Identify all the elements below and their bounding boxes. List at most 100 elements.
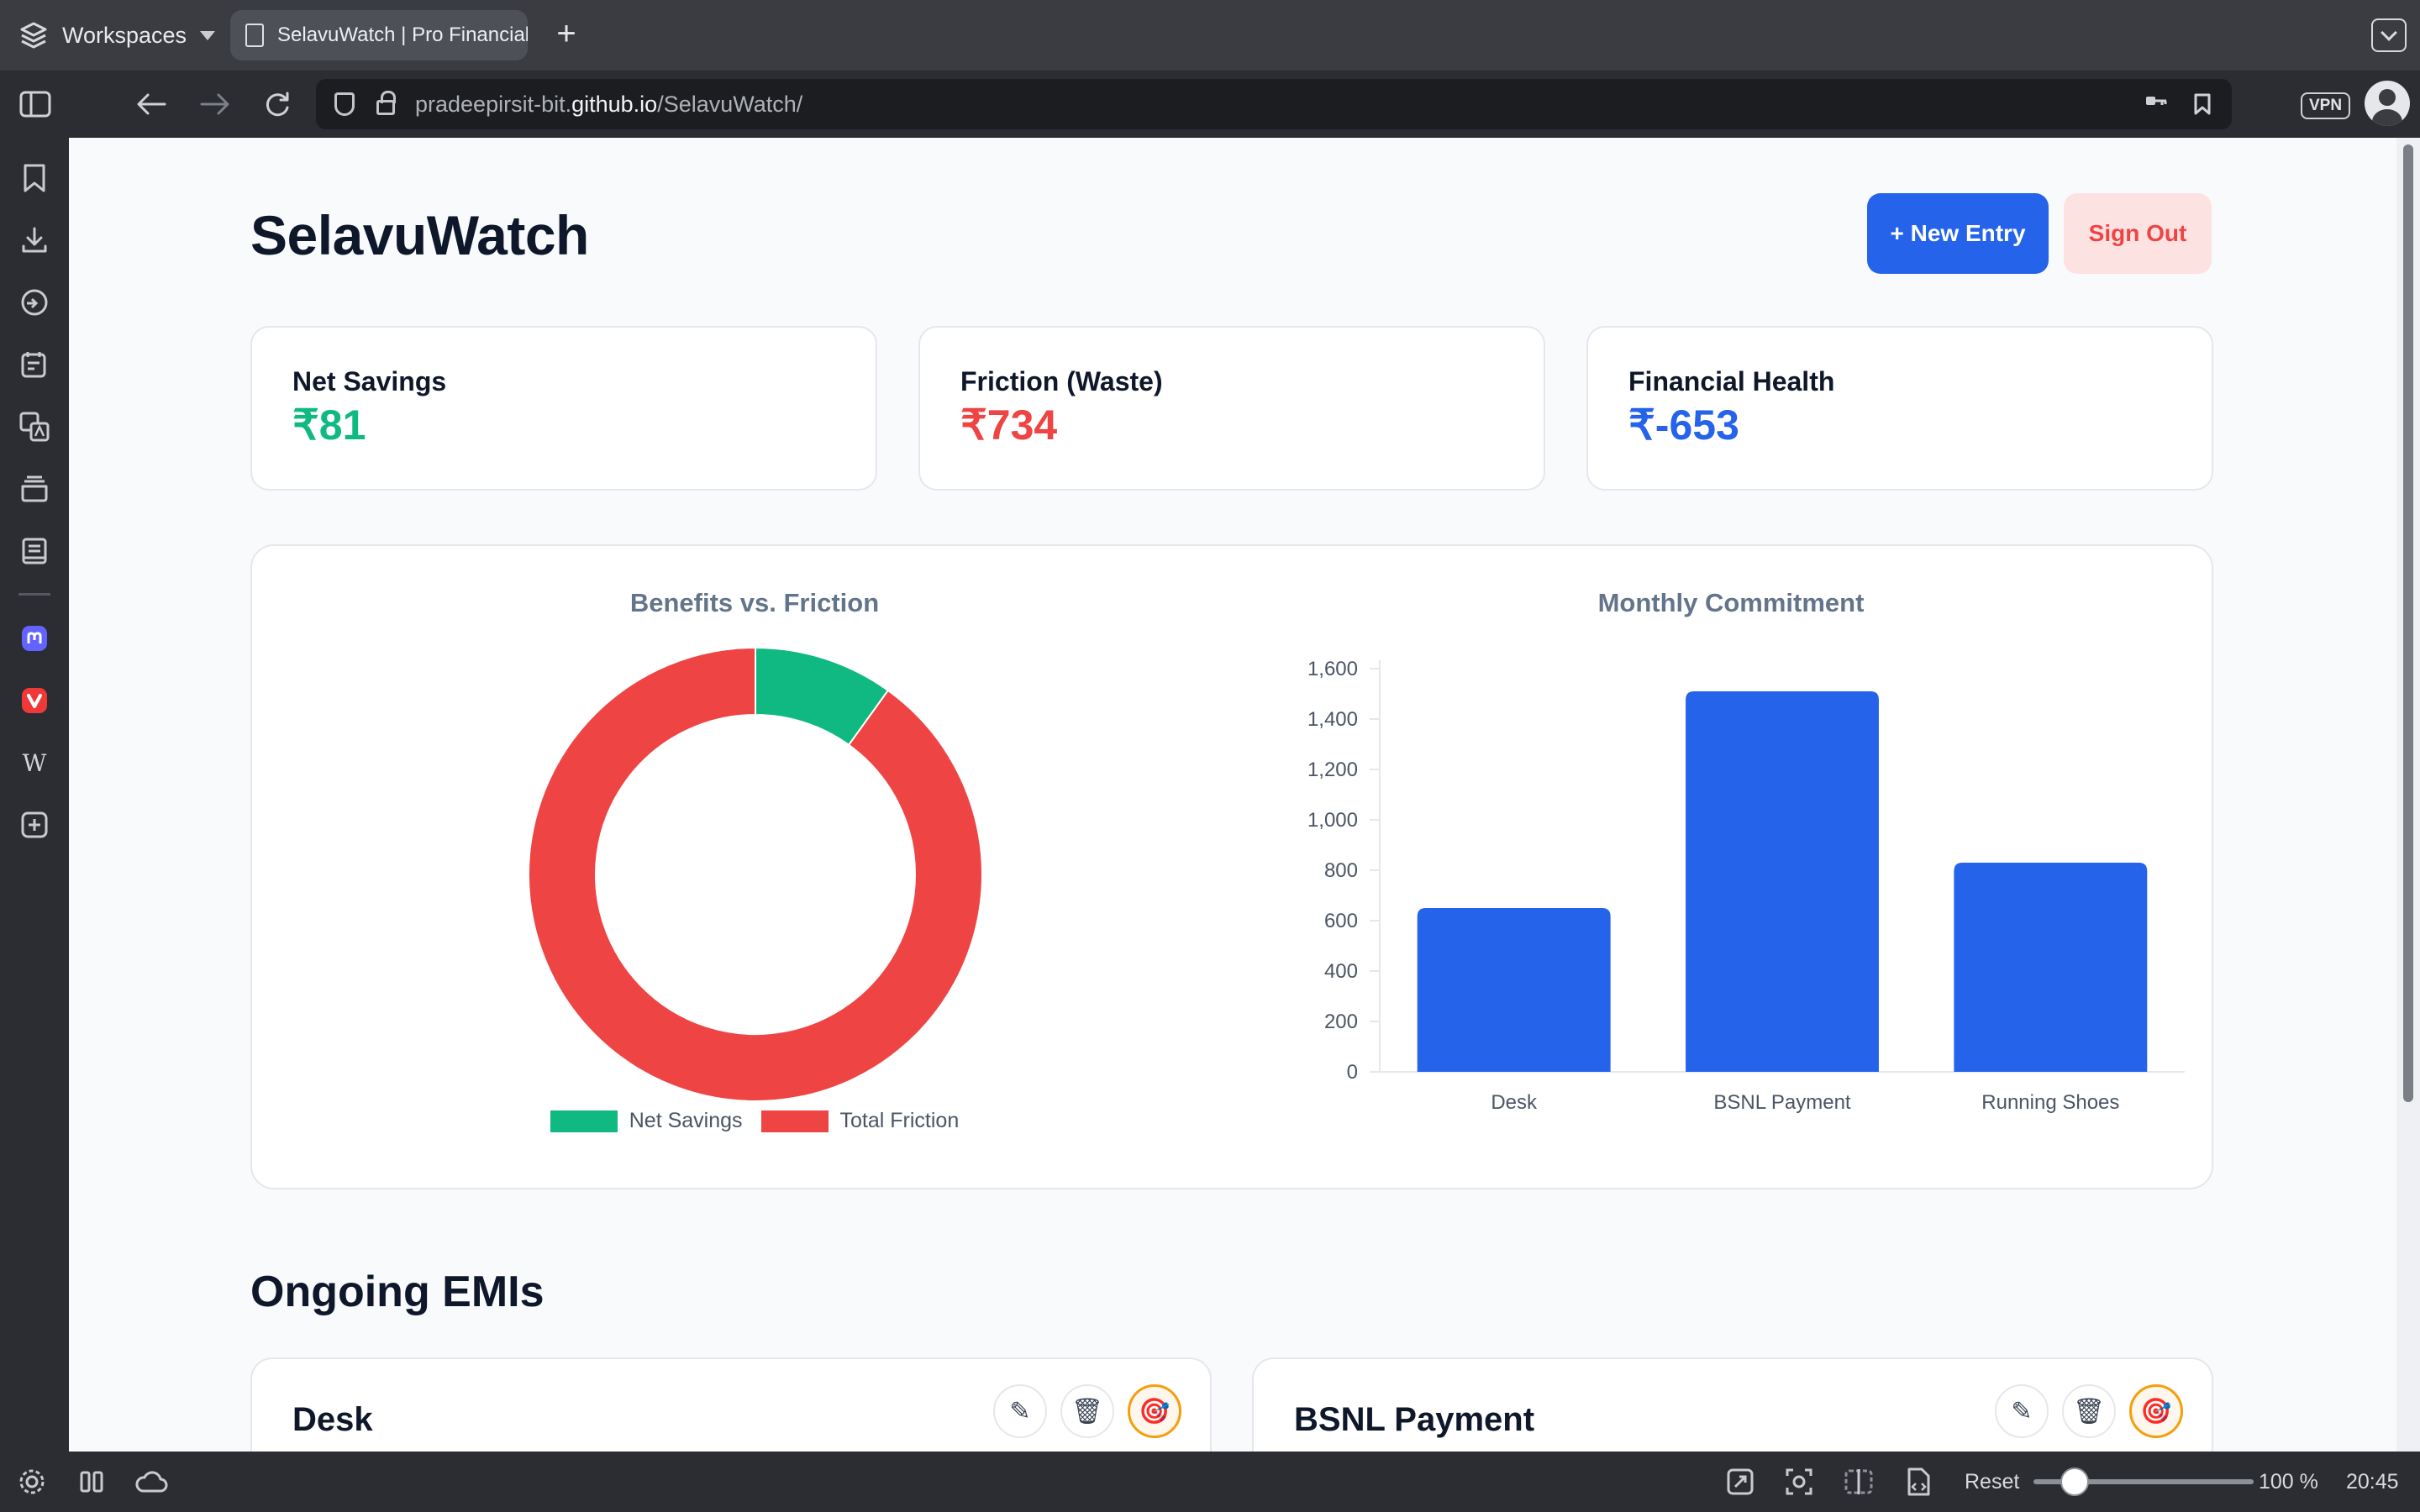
target-icon: 🎯 (2140, 1397, 2172, 1425)
page-tiling-button[interactable] (1844, 1467, 1874, 1497)
capture-button[interactable] (1785, 1467, 1813, 1497)
emi-name: BSNL Payment (1294, 1401, 1535, 1438)
wikipedia-panel-button[interactable]: W (22, 748, 47, 777)
legend-item-net-savings[interactable]: Net Savings (550, 1109, 743, 1133)
cloud-icon (135, 1471, 168, 1493)
emi-card-desk: Desk ✎ 🗑 🎯 (250, 1357, 1212, 1452)
pencil-icon: ✎ (2011, 1397, 2033, 1425)
delete-button[interactable]: 🗑 (1060, 1384, 1114, 1438)
mastodon-icon (22, 626, 47, 651)
chevron-down-icon (200, 30, 216, 40)
sign-out-button[interactable]: Sign Out (2064, 193, 2212, 274)
pencil-icon: ✎ (1009, 1397, 1031, 1425)
stat-label: Financial Health (1628, 366, 1835, 396)
reload-button[interactable] (259, 86, 296, 123)
clock: 20:45 (2346, 1469, 2399, 1494)
book-icon (22, 538, 47, 564)
translate-icon (19, 412, 50, 442)
bar-chart-title: Monthly Commitment (1597, 588, 1865, 617)
panel-toggle-button[interactable] (17, 86, 54, 123)
settings-button[interactable] (17, 1467, 47, 1497)
bar-running-shoes[interactable] (1954, 863, 2148, 1072)
edit-button[interactable]: ✎ (993, 1384, 1047, 1438)
workspaces-button[interactable]: Workspaces (17, 15, 216, 55)
page-actions-button[interactable] (1904, 1467, 1933, 1497)
app-title: SelavuWatch (250, 204, 589, 266)
zoom-reset-button[interactable]: Reset (1965, 1469, 2020, 1494)
zoom-slider-knob[interactable] (2060, 1467, 2089, 1496)
zoom-slider[interactable] (2033, 1467, 2254, 1496)
columns-icon (80, 1471, 103, 1493)
edit-button[interactable]: ✎ (1995, 1384, 2049, 1438)
vpn-button[interactable]: VPN (2301, 92, 2351, 119)
page-scrollbar[interactable] (2396, 138, 2420, 1452)
sync-button[interactable] (134, 1467, 168, 1497)
vivaldi-panel-button[interactable] (18, 684, 51, 717)
donut-slice-total-friction[interactable] (528, 646, 983, 1102)
legend-item-total-friction[interactable]: Total Friction (760, 1109, 960, 1133)
plus-square-icon (21, 811, 48, 838)
stack-icon (21, 475, 48, 502)
tab-selavuwatch[interactable]: SelavuWatch | Pro Financial Tracker (230, 10, 528, 60)
vivaldi-icon (22, 688, 47, 713)
delete-button[interactable]: 🗑 (2062, 1384, 2116, 1438)
stat-label: Friction (Waste) (960, 366, 1163, 396)
y-tick-label: 200 (1324, 1011, 1358, 1033)
expand-icon (1727, 1468, 1754, 1495)
lock-icon[interactable] (376, 91, 396, 115)
donut-chart-title: Benefits vs. Friction (629, 588, 880, 617)
downloads-panel-button[interactable] (18, 223, 51, 257)
tab-title: SelavuWatch | Pro Financial Tracker (277, 24, 528, 46)
bookmark-icon[interactable] (2193, 92, 2212, 116)
scrollbar-thumb[interactable] (2403, 144, 2413, 1102)
target-icon: 🎯 (1139, 1397, 1171, 1425)
bar-desk[interactable] (1417, 908, 1611, 1072)
status-bar: Reset 100 % 20:45 (0, 1452, 2420, 1512)
reader-panel-button[interactable] (18, 534, 51, 568)
y-tick-label: 1,200 (1307, 759, 1358, 781)
y-tick-label: 800 (1324, 859, 1358, 882)
browser-side-panel: W (0, 138, 69, 1452)
emi-card-bsnl-payment: BSNL Payment ✎ 🗑 🎯 (1252, 1357, 2213, 1452)
goal-button[interactable]: 🎯 (2129, 1384, 2183, 1438)
new-tab-button[interactable]: + (556, 15, 576, 52)
x-tick-label: BSNL Payment (1713, 1091, 1851, 1114)
notes-panel-button[interactable] (18, 348, 51, 381)
monthly-commitment-chart: 1,600 1,400 1,200 1,000 800 600 400 200 0 Desk BSN… (1307, 658, 2185, 1114)
y-tick-label: 1,400 (1307, 708, 1358, 731)
reading-list-panel-button[interactable] (18, 472, 51, 506)
goal-button[interactable]: 🎯 (1128, 1384, 1181, 1438)
y-tick-label: 1,000 (1307, 809, 1358, 832)
stat-value: ₹81 (292, 402, 366, 449)
ongoing-emis-title: Ongoing EMIs (250, 1268, 544, 1316)
key-icon[interactable] (2144, 92, 2168, 109)
forward-button[interactable] (197, 86, 234, 123)
add-panel-button[interactable] (18, 808, 51, 842)
net-savings-card: Net Savings ₹81 (250, 326, 877, 491)
donut-legend: Net Savings Total Friction (252, 1109, 1257, 1133)
translate-panel-button[interactable] (18, 410, 51, 444)
new-entry-button[interactable]: + New Entry (1867, 193, 2049, 274)
mastodon-panel-button[interactable] (18, 622, 51, 655)
y-tick-label: 0 (1347, 1061, 1358, 1084)
tile-tabs-button[interactable] (79, 1467, 104, 1497)
bookmarks-panel-button[interactable] (18, 161, 51, 195)
back-button[interactable] (133, 86, 170, 123)
legend-label: Total Friction (839, 1109, 960, 1132)
stat-value: ₹734 (960, 402, 1058, 449)
workspaces-label: Workspaces (62, 22, 187, 48)
fullscreen-button[interactable] (1726, 1467, 1754, 1497)
y-tick-label: 1,600 (1307, 658, 1358, 680)
tab-list-button[interactable] (2371, 18, 2407, 52)
camera-icon (1786, 1468, 1812, 1495)
bar-bsnl-payment[interactable] (1686, 691, 1879, 1072)
benefits-vs-friction-chart (528, 646, 983, 1102)
history-panel-button[interactable] (18, 286, 51, 319)
chevron-down-icon (2381, 24, 2397, 41)
address-bar[interactable]: pradeepirsit-bit. github.io/SelavuWatch/ (316, 79, 2232, 129)
zoom-level: 100 % (2259, 1469, 2318, 1494)
download-icon (22, 227, 47, 253)
shield-icon[interactable] (334, 92, 355, 116)
profile-avatar[interactable] (2365, 81, 2410, 126)
page-viewport: SelavuWatch + New Entry Sign Out Net Sav… (69, 138, 2396, 1452)
